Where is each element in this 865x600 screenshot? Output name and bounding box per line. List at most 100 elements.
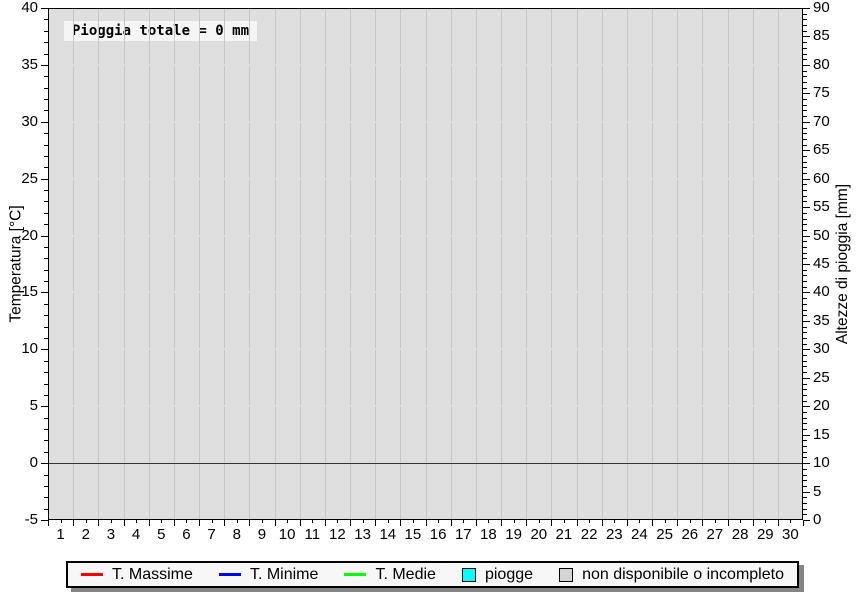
right-axis-tick xyxy=(803,252,807,254)
legend-line-swatch-icon xyxy=(81,573,103,576)
right-axis-tick xyxy=(803,446,807,447)
x-tick-label: 4 xyxy=(131,526,141,543)
gridline-vertical xyxy=(677,9,679,519)
bottom-axis-tick xyxy=(551,520,553,526)
gridline-vertical xyxy=(299,9,301,519)
right-axis-tick xyxy=(803,383,807,385)
left-axis-tick xyxy=(41,235,48,237)
x-tick-label: 1 xyxy=(56,526,65,543)
right-axis-tick xyxy=(803,338,807,339)
right-axis-tick xyxy=(803,173,807,174)
bottom-axis-minor-tick xyxy=(740,520,742,523)
bottom-axis-tick xyxy=(224,520,226,526)
right-axis-tick xyxy=(803,167,807,169)
bottom-axis-minor-tick xyxy=(689,520,691,523)
right-axis-label: 90 xyxy=(813,0,830,16)
gridline-vertical xyxy=(73,9,75,519)
bottom-axis-tick xyxy=(450,520,452,526)
left-axis-tick xyxy=(44,19,48,21)
bottom-axis-minor-tick xyxy=(438,520,440,523)
gridline-vertical xyxy=(98,9,100,519)
right-axis-tick xyxy=(803,13,807,15)
right-axis-label: 30 xyxy=(813,340,830,358)
bottom-axis-tick xyxy=(299,520,301,526)
right-axis-tick xyxy=(803,144,807,146)
x-tick-label: 13 xyxy=(354,526,371,543)
left-axis-tick xyxy=(44,497,48,499)
x-tick-label: 18 xyxy=(480,526,497,543)
right-axis-tick xyxy=(803,508,807,510)
bottom-axis-minor-tick xyxy=(186,520,188,523)
left-axis-label: 30 xyxy=(21,112,38,130)
left-axis-tick xyxy=(44,485,48,487)
bottom-axis-tick xyxy=(123,520,125,526)
left-axis-tick xyxy=(44,224,48,226)
x-tick-label: 30 xyxy=(782,526,799,543)
gridline-vertical xyxy=(450,9,452,519)
right-axis-tick xyxy=(803,411,807,413)
bottom-axis-minor-tick xyxy=(211,520,213,523)
bottom-axis-tick xyxy=(249,520,251,526)
x-tick-label: 28 xyxy=(731,526,749,543)
left-axis-tick xyxy=(41,178,48,180)
bottom-axis-tick xyxy=(274,520,276,526)
bottom-axis-tick xyxy=(98,520,100,526)
gridline-vertical xyxy=(173,9,175,519)
right-axis-tick xyxy=(803,514,807,516)
right-axis-tick xyxy=(803,468,807,470)
x-tick-label: 7 xyxy=(207,526,216,543)
gridline-vertical xyxy=(249,9,251,519)
bottom-axis-minor-tick xyxy=(387,520,389,523)
right-axis-tick xyxy=(803,360,807,362)
right-axis-tick xyxy=(803,423,807,425)
right-axis-tick xyxy=(803,298,807,300)
bottom-axis-tick xyxy=(48,520,49,526)
right-axis-tick xyxy=(803,87,807,89)
left-axis-tick xyxy=(44,190,48,191)
left-axis-tick xyxy=(44,212,48,214)
bottom-axis-minor-tick xyxy=(790,520,792,523)
right-axis-tick xyxy=(803,502,807,504)
bottom-axis-minor-tick xyxy=(513,520,515,523)
left-axis-tick xyxy=(41,349,48,351)
gridline-vertical xyxy=(752,9,754,519)
right-axis-tick xyxy=(803,30,807,32)
gridline-vertical xyxy=(324,9,326,519)
left-axis-label: 25 xyxy=(21,169,38,187)
left-axis-label: 10 xyxy=(21,340,38,358)
left-axis-tick xyxy=(44,417,48,419)
right-axis-tick xyxy=(803,417,807,419)
right-axis-label: 75 xyxy=(813,84,830,102)
left-axis-tick xyxy=(44,440,48,442)
left-axis-tick xyxy=(44,429,48,430)
gridline-vertical xyxy=(224,9,226,519)
bottom-axis-tick xyxy=(652,520,653,526)
bottom-axis-tick xyxy=(803,520,804,526)
bottom-axis-tick xyxy=(199,520,200,526)
left-axis-tick xyxy=(44,451,48,453)
x-tick-label: 25 xyxy=(656,526,673,543)
legend-item-piogge: piogge xyxy=(461,566,533,584)
bottom-axis-minor-tick xyxy=(614,520,616,523)
right-axis-tick xyxy=(803,178,810,180)
bottom-axis-minor-tick xyxy=(261,520,263,523)
right-axis-tick xyxy=(803,229,807,231)
right-axis-tick xyxy=(803,320,810,322)
left-axis-tick xyxy=(44,30,48,32)
bottom-axis-tick xyxy=(375,520,377,526)
bottom-axis-tick xyxy=(73,520,75,526)
gridline-vertical xyxy=(601,9,603,519)
x-tick-label: 24 xyxy=(631,526,648,543)
right-axis-label: 0 xyxy=(813,511,822,528)
left-axis-tick xyxy=(44,338,48,339)
right-axis-tick xyxy=(803,25,807,27)
left-axis-tick xyxy=(44,42,48,44)
right-axis-tick xyxy=(803,275,807,277)
bottom-axis-tick xyxy=(526,520,528,526)
left-axis-tick xyxy=(44,383,48,385)
left-axis-label: 0 xyxy=(29,454,38,472)
gridline-gap xyxy=(49,234,802,237)
x-tick-label: 26 xyxy=(681,526,699,543)
right-axis-tick xyxy=(803,463,810,465)
right-axis-tick xyxy=(803,121,810,123)
